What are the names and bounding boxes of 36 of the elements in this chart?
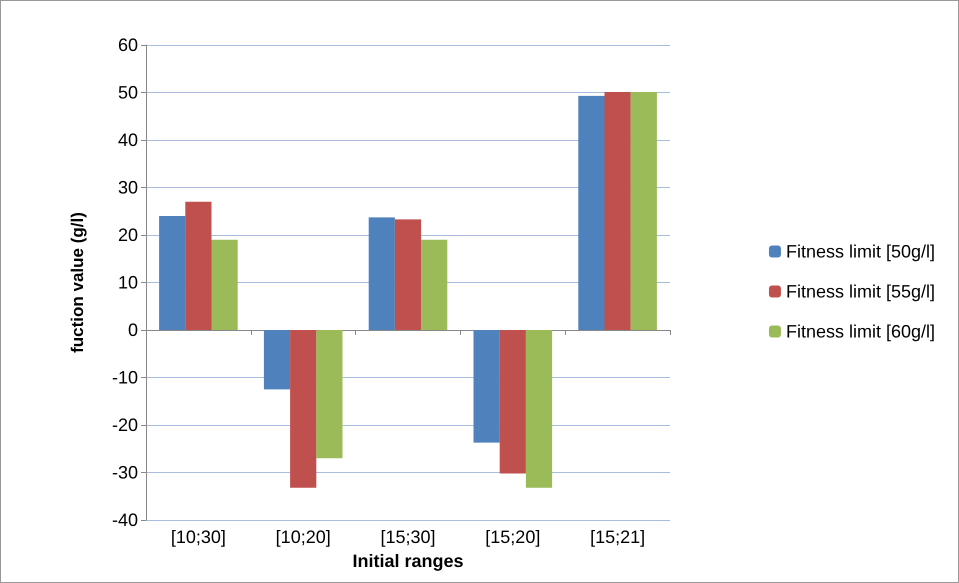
bar — [578, 96, 604, 330]
bar — [421, 240, 448, 330]
x-tick-label: [15;30] — [380, 527, 436, 547]
bar — [185, 202, 212, 330]
bar — [159, 216, 186, 330]
x-tick-label: [15;21] — [590, 527, 646, 547]
bar — [630, 92, 657, 330]
legend-label: Fitness limit [60g/l] — [786, 322, 935, 342]
legend-label: Fitness limit [55g/l] — [786, 282, 935, 302]
y-tick-label: -10 — [112, 368, 138, 388]
y-tick-label: 40 — [118, 130, 138, 150]
bar — [526, 330, 552, 488]
bar — [212, 240, 238, 330]
bar — [264, 330, 290, 390]
bar — [500, 330, 526, 474]
y-tick-label: 60 — [118, 35, 138, 55]
x-tick-label: [15;20] — [485, 527, 540, 547]
y-tick-label: 0 — [128, 320, 138, 340]
bar — [316, 330, 342, 458]
y-tick-label: 20 — [118, 225, 138, 245]
y-tick-label: -40 — [112, 510, 138, 530]
legend-label: Fitness limit [50g/l] — [786, 242, 935, 262]
bar — [474, 330, 500, 443]
y-tick-label: -20 — [112, 415, 138, 435]
bar — [290, 330, 316, 488]
y-tick-label: 10 — [118, 272, 138, 292]
x-tick-label: [10;30] — [170, 527, 226, 547]
y-tick-label: 30 — [118, 178, 138, 198]
y-axis-title: fuction value (g/l) — [68, 212, 87, 353]
x-axis-title: Initial ranges — [352, 550, 464, 571]
bar — [604, 92, 631, 330]
bar — [394, 219, 422, 330]
bar — [368, 217, 395, 330]
y-tick-label: 50 — [118, 82, 138, 102]
y-tick-label: -30 — [112, 462, 138, 482]
x-tick-label: [10;20] — [276, 527, 331, 547]
